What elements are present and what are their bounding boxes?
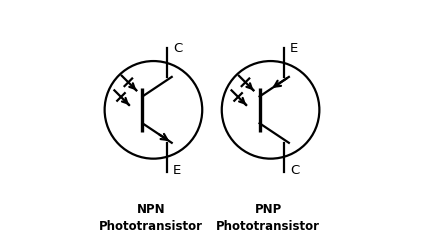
Text: C: C bbox=[290, 164, 299, 177]
Text: E: E bbox=[290, 42, 298, 55]
Text: E: E bbox=[173, 164, 181, 177]
Text: NPN
Phototransistor: NPN Phototransistor bbox=[99, 203, 203, 234]
Text: C: C bbox=[173, 42, 182, 55]
Text: PNP
Phototransistor: PNP Phototransistor bbox=[216, 203, 320, 234]
